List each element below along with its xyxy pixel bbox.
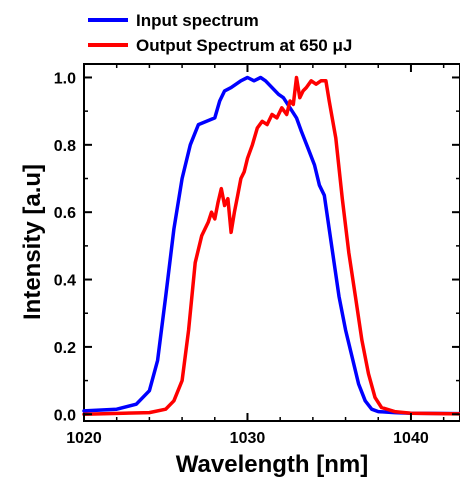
- legend-label-input: Input spectrum: [136, 11, 259, 30]
- legend-label-output: Output Spectrum at 650 μJ: [136, 36, 352, 55]
- x-axis-label: Wavelength [nm]: [176, 451, 368, 477]
- y-tick-label: 0.0: [54, 407, 76, 424]
- y-tick-label: 0.8: [54, 138, 76, 155]
- plot-lines: [82, 75, 460, 417]
- y-tick-label: 0.6: [54, 205, 76, 222]
- legend: Input spectrum Output Spectrum at 650 μJ: [88, 11, 352, 55]
- series-line-input: [82, 75, 460, 416]
- plot-frame: [83, 63, 460, 422]
- y-tick-label: 0.4: [54, 273, 76, 290]
- y-tick-label: 1.0: [54, 70, 76, 87]
- tick-marks: [83, 64, 460, 421]
- y-tick-label: 0.2: [54, 340, 76, 357]
- y-axis-label: Intensity [a.u]: [19, 164, 46, 320]
- x-tick-label: 1020: [66, 430, 102, 447]
- x-tick-label: 1040: [393, 430, 429, 447]
- series-line-output: [82, 75, 460, 417]
- x-tick-label: 1030: [230, 430, 266, 447]
- tick-labels: 1020 1030 1040 0.0 0.2 0.4 0.6 0.8 1.0: [54, 70, 429, 447]
